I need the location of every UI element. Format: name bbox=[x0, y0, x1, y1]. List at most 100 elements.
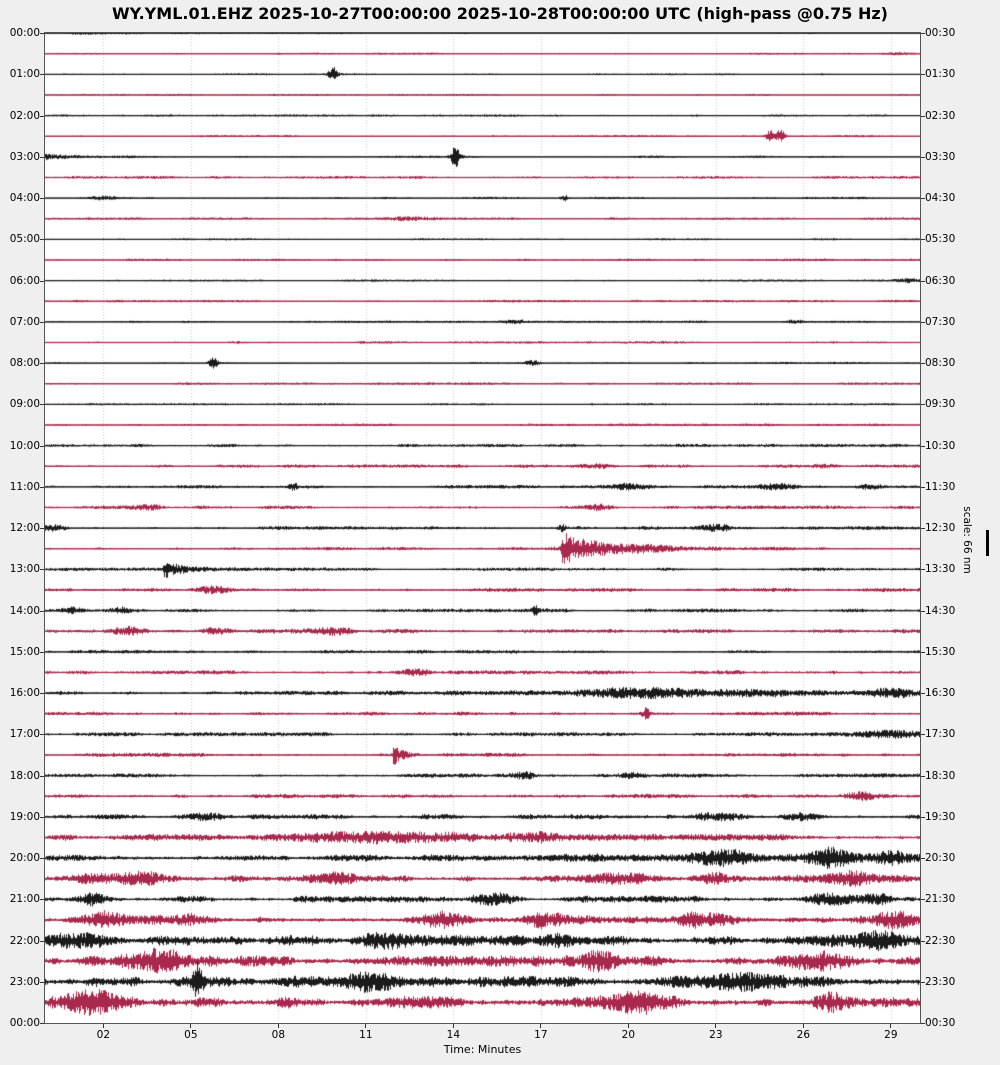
right-tick bbox=[921, 651, 925, 653]
minute-tick-label: 26 bbox=[796, 1029, 811, 1041]
right-tick bbox=[921, 115, 925, 117]
right-time-label: 10:30 bbox=[925, 439, 956, 452]
right-tick bbox=[921, 610, 925, 612]
left-tick bbox=[40, 486, 44, 488]
left-time-label: 09:00 bbox=[9, 398, 40, 410]
right-time-label: 18:30 bbox=[925, 769, 956, 782]
right-tick bbox=[921, 486, 925, 488]
left-tick bbox=[40, 981, 44, 983]
x-axis-title: Time: Minutes bbox=[443, 1043, 522, 1056]
left-time-label: 07:00 bbox=[9, 315, 40, 328]
right-tick bbox=[921, 899, 925, 901]
minute-tick bbox=[802, 1024, 804, 1028]
right-time-label: 06:30 bbox=[925, 274, 956, 287]
minute-tick-label: 11 bbox=[359, 1029, 373, 1041]
right-tick bbox=[921, 239, 925, 241]
left-time-label: 20:00 bbox=[9, 851, 40, 864]
left-tick bbox=[40, 280, 44, 282]
right-tick bbox=[921, 74, 925, 76]
right-tick bbox=[921, 734, 925, 736]
chart-title: WY.YML.01.EHZ 2025-10-27T00:00:00 2025-1… bbox=[112, 4, 888, 23]
right-time-label: 04:30 bbox=[925, 191, 956, 204]
left-tick bbox=[40, 734, 44, 736]
minute-tick-label: 20 bbox=[621, 1029, 636, 1041]
left-time-label: 01:00 bbox=[9, 68, 40, 80]
left-tick bbox=[40, 940, 44, 942]
left-time-label: 13:00 bbox=[9, 563, 40, 575]
left-tick bbox=[40, 651, 44, 653]
right-tick bbox=[921, 1023, 925, 1024]
right-time-label: 08:30 bbox=[925, 356, 956, 369]
right-time-label: 03:30 bbox=[925, 150, 956, 163]
scale-bar bbox=[986, 530, 989, 556]
right-tick bbox=[921, 981, 925, 983]
left-tick bbox=[40, 74, 44, 76]
right-time-label: 21:30 bbox=[925, 893, 956, 905]
right-tick bbox=[921, 404, 925, 406]
left-time-label: 15:00 bbox=[9, 645, 40, 658]
minute-tick bbox=[627, 1024, 629, 1028]
left-time-label: 18:00 bbox=[9, 769, 40, 782]
left-tick bbox=[40, 816, 44, 818]
left-tick bbox=[40, 115, 44, 117]
right-time-label: 15:30 bbox=[925, 645, 956, 658]
right-tick bbox=[921, 445, 925, 447]
left-tick bbox=[40, 321, 44, 323]
left-tick bbox=[40, 239, 44, 241]
minute-tick bbox=[365, 1024, 367, 1028]
right-time-label: 01:30 bbox=[925, 68, 956, 80]
left-tick bbox=[40, 198, 44, 199]
right-tick bbox=[921, 528, 925, 529]
right-time-label: 02:30 bbox=[925, 109, 956, 122]
left-tick bbox=[40, 693, 44, 694]
left-time-label: 21:00 bbox=[9, 893, 40, 905]
left-time-label: 11:00 bbox=[9, 480, 40, 493]
right-tick bbox=[921, 693, 925, 694]
minute-tick-label: 08 bbox=[271, 1029, 286, 1041]
right-time-label: 16:30 bbox=[925, 686, 956, 699]
right-time-label: 09:30 bbox=[925, 398, 956, 410]
left-time-label: 03:00 bbox=[9, 150, 40, 163]
minute-tick bbox=[452, 1024, 454, 1028]
right-time-label: 12:30 bbox=[925, 521, 956, 534]
right-time-label: 07:30 bbox=[925, 315, 956, 328]
right-tick bbox=[921, 775, 925, 777]
right-time-label: 11:30 bbox=[925, 480, 956, 493]
left-time-label: 10:00 bbox=[9, 439, 40, 452]
left-time-label: 12:00 bbox=[9, 521, 40, 534]
right-tick bbox=[921, 816, 925, 818]
minute-tick-label: 02 bbox=[96, 1029, 111, 1041]
left-tick bbox=[40, 899, 44, 901]
left-tick bbox=[40, 1023, 44, 1024]
minute-tick-label: 05 bbox=[184, 1029, 198, 1041]
left-time-label: 06:00 bbox=[9, 274, 40, 287]
minute-tick-label: 23 bbox=[709, 1029, 723, 1041]
left-time-label: 02:00 bbox=[9, 109, 40, 122]
left-time-label: 14:00 bbox=[9, 604, 40, 617]
right-time-label: 05:30 bbox=[925, 233, 956, 245]
left-tick bbox=[40, 33, 44, 34]
left-tick bbox=[40, 610, 44, 612]
right-tick bbox=[921, 940, 925, 942]
minute-tick bbox=[190, 1024, 192, 1028]
minute-tick bbox=[102, 1024, 104, 1028]
left-time-label: 23:00 bbox=[9, 975, 40, 988]
left-time-label: 16:00 bbox=[9, 686, 40, 699]
right-time-label: 22:30 bbox=[925, 934, 956, 947]
right-time-label: 23:30 bbox=[925, 975, 956, 988]
left-time-label: 05:00 bbox=[9, 233, 40, 245]
left-tick bbox=[40, 775, 44, 777]
minute-tick-label: 17 bbox=[534, 1029, 548, 1041]
left-time-label: 00:00 bbox=[9, 26, 40, 39]
left-time-label: 17:00 bbox=[9, 728, 40, 740]
right-time-label: 14:30 bbox=[925, 604, 956, 617]
minute-tick bbox=[715, 1024, 717, 1028]
left-time-label: 22:00 bbox=[9, 934, 40, 947]
right-tick bbox=[921, 156, 925, 158]
left-tick bbox=[40, 528, 44, 529]
right-time-label: 19:30 bbox=[925, 810, 956, 823]
right-time-label: 00:30 bbox=[925, 1016, 956, 1029]
left-time-label: 04:00 bbox=[9, 191, 40, 204]
right-tick bbox=[921, 33, 925, 34]
